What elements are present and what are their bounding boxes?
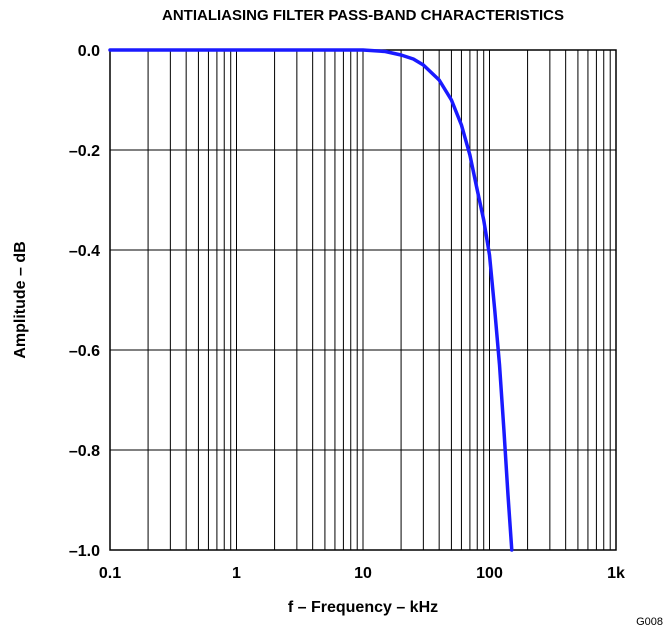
x-tick-label: 1k [607,565,625,582]
y-tick-label: –0.4 [69,243,100,260]
x-tick-label: 10 [354,565,372,582]
y-tick-label: –0.8 [69,443,100,460]
figure-code: G008 [636,616,663,628]
chart-title: ANTIALIASING FILTER PASS-BAND CHARACTERI… [162,7,564,24]
y-tick-labels: 0.0 –0.2 –0.4 –0.6 –0.8 –1.0 [69,43,100,560]
y-tick-label: –0.6 [69,343,100,360]
y-axis-label: Amplitude – dB [12,241,29,358]
x-tick-label: 100 [476,565,503,582]
y-tick-label: –0.2 [69,143,100,160]
y-tick-label: 0.0 [78,43,100,60]
grid [110,50,616,550]
x-tick-label: 1 [232,565,241,582]
x-tick-label: 0.1 [99,565,121,582]
x-tick-labels: 0.1 1 10 100 1k [99,565,625,582]
series-line [108,48,514,552]
x-axis-label: f – Frequency – kHz [288,599,438,616]
y-tick-label: –1.0 [69,543,100,560]
